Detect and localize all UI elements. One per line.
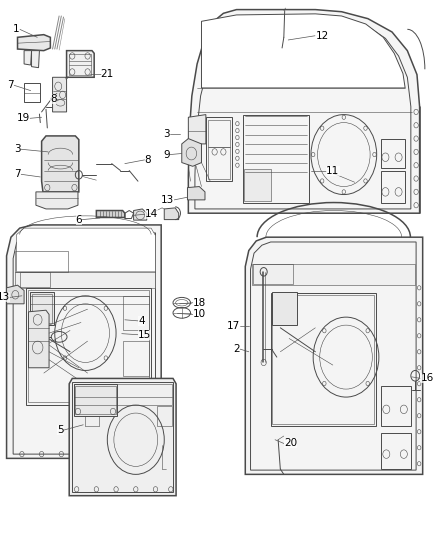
Text: 1: 1 xyxy=(13,25,20,34)
Bar xyxy=(206,117,232,181)
Bar xyxy=(72,382,173,492)
Bar xyxy=(381,433,411,469)
Polygon shape xyxy=(188,115,206,144)
Text: 3: 3 xyxy=(14,144,21,154)
Bar xyxy=(252,264,415,285)
Text: 17: 17 xyxy=(227,321,240,331)
Bar xyxy=(253,264,293,284)
Bar xyxy=(69,54,91,75)
Polygon shape xyxy=(245,237,423,474)
Polygon shape xyxy=(201,14,405,88)
Text: 9: 9 xyxy=(163,150,170,159)
Polygon shape xyxy=(7,225,161,458)
Text: 8: 8 xyxy=(50,94,57,103)
Bar xyxy=(208,147,230,179)
Text: 10: 10 xyxy=(193,310,206,319)
Bar xyxy=(243,115,309,203)
Polygon shape xyxy=(182,139,201,166)
Text: 5: 5 xyxy=(57,425,64,435)
Text: 11: 11 xyxy=(326,166,339,175)
Bar xyxy=(271,293,376,426)
Bar xyxy=(272,295,374,424)
Polygon shape xyxy=(67,51,94,77)
Text: 3: 3 xyxy=(163,130,170,139)
Text: 15: 15 xyxy=(138,330,151,340)
Bar xyxy=(123,341,149,376)
Text: 14: 14 xyxy=(145,209,158,219)
Text: 19: 19 xyxy=(17,114,30,123)
Text: 16: 16 xyxy=(420,374,434,383)
Text: 13: 13 xyxy=(0,293,10,302)
Bar xyxy=(381,171,405,203)
Polygon shape xyxy=(164,208,179,220)
Text: 12: 12 xyxy=(315,31,328,41)
Text: 21: 21 xyxy=(101,69,114,78)
Text: 2: 2 xyxy=(233,344,240,354)
Bar xyxy=(30,292,54,325)
Bar xyxy=(123,296,149,330)
Polygon shape xyxy=(96,211,125,217)
Polygon shape xyxy=(134,209,147,220)
Polygon shape xyxy=(32,51,39,68)
Text: 13: 13 xyxy=(161,195,174,205)
Text: 20: 20 xyxy=(284,439,297,448)
Polygon shape xyxy=(28,310,49,368)
Text: 6: 6 xyxy=(76,215,82,224)
Polygon shape xyxy=(7,285,24,304)
Bar xyxy=(381,386,411,426)
Bar xyxy=(272,292,297,325)
Bar xyxy=(381,139,405,168)
Bar xyxy=(15,272,155,288)
Polygon shape xyxy=(18,35,50,51)
Polygon shape xyxy=(36,192,78,209)
Text: 7: 7 xyxy=(7,80,14,90)
Bar xyxy=(26,288,151,405)
Bar xyxy=(208,120,230,147)
Bar xyxy=(157,406,172,426)
Bar xyxy=(32,294,52,323)
Polygon shape xyxy=(69,378,176,496)
Bar xyxy=(74,384,172,405)
Text: 7: 7 xyxy=(14,169,21,179)
Bar xyxy=(244,169,271,201)
Polygon shape xyxy=(42,136,79,192)
Bar xyxy=(15,251,68,272)
Polygon shape xyxy=(17,228,155,272)
Bar xyxy=(28,290,149,402)
Text: 8: 8 xyxy=(145,155,151,165)
Text: 4: 4 xyxy=(138,316,145,326)
Polygon shape xyxy=(53,77,67,112)
Polygon shape xyxy=(187,187,205,200)
Text: 18: 18 xyxy=(193,298,206,308)
Bar xyxy=(20,272,50,287)
Polygon shape xyxy=(188,10,420,213)
Bar xyxy=(74,384,117,416)
Bar xyxy=(75,386,116,414)
Polygon shape xyxy=(24,51,32,65)
